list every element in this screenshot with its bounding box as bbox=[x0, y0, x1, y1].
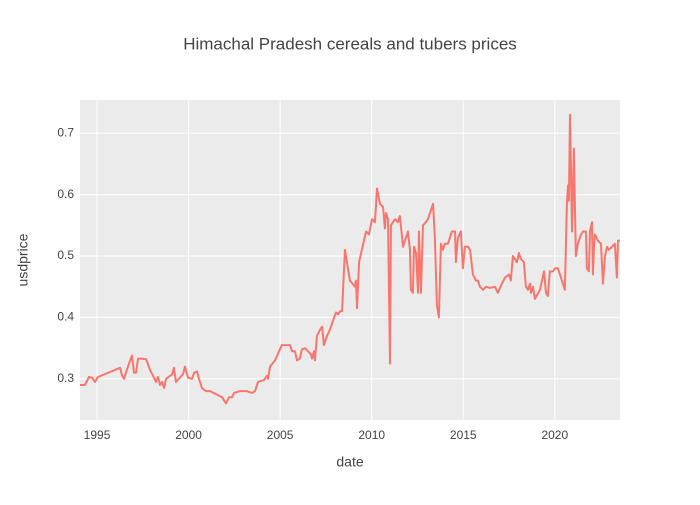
y-tick-label: 0.3 bbox=[57, 371, 74, 385]
x-tick-label: 2000 bbox=[175, 428, 202, 442]
x-tick-label: 1995 bbox=[84, 428, 111, 442]
y-tick-label: 0.5 bbox=[57, 248, 74, 262]
y-tick-label: 0.6 bbox=[57, 187, 74, 201]
y-tick-label: 0.7 bbox=[57, 125, 74, 139]
x-tick-label: 2010 bbox=[358, 428, 385, 442]
y-tick-label: 0.4 bbox=[57, 310, 74, 324]
x-axis-title: date bbox=[336, 454, 363, 470]
x-tick-label: 2015 bbox=[450, 428, 477, 442]
plot-area bbox=[80, 100, 620, 420]
y-axis-title: usdprice bbox=[15, 233, 31, 286]
price-line bbox=[80, 113, 620, 405]
x-tick-label: 2005 bbox=[267, 428, 294, 442]
chart-title: Himachal Pradesh cereals and tubers pric… bbox=[183, 34, 517, 53]
x-tick-label: 2020 bbox=[541, 428, 568, 442]
